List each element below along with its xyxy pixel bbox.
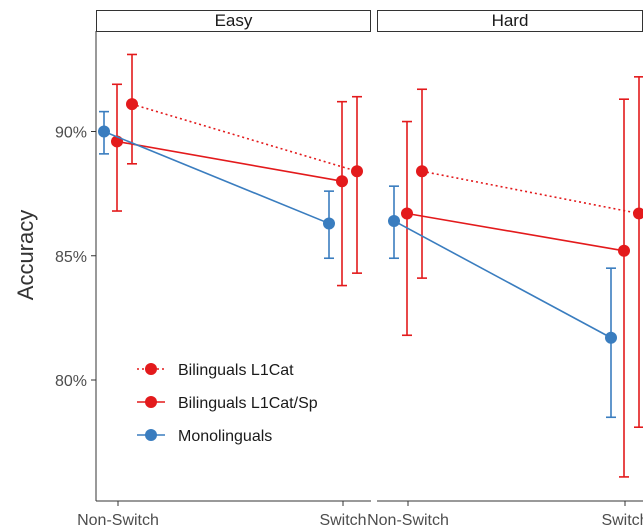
data-point <box>388 214 400 227</box>
x-tick-label: Switch <box>601 512 643 529</box>
legend: Bilinguals L1Cat Bilinguals L1Cat/Sp Monol… <box>137 362 318 445</box>
series-monolinguals <box>98 110 335 260</box>
data-point <box>633 207 643 220</box>
legend-label: Bilinguals L1Cat <box>178 362 294 379</box>
data-point <box>98 125 110 138</box>
legend-item: Monolinguals <box>137 428 272 445</box>
x-tick-label: Non-Switch <box>77 512 159 529</box>
data-point <box>605 331 617 344</box>
data-point <box>618 244 630 257</box>
panel-easy: Easy Non-Switch Switch <box>77 10 371 529</box>
data-point <box>416 165 428 178</box>
series-monolinguals <box>388 185 617 419</box>
data-point <box>126 98 138 111</box>
legend-item: Bilinguals L1Cat/Sp <box>137 395 318 412</box>
data-point <box>336 175 348 188</box>
y-axis-label: Accuracy <box>13 210 38 300</box>
panel-title: Hard <box>492 11 529 30</box>
data-point <box>351 165 363 178</box>
data-point <box>323 217 335 230</box>
y-axis: Accuracy <box>13 210 38 300</box>
data-point <box>401 207 413 220</box>
series-bilinguals-l1cat <box>416 76 643 429</box>
panel-strip <box>96 10 371 32</box>
legend-label: Bilinguals L1Cat/Sp <box>178 395 318 412</box>
y-tick-label: 90% <box>55 125 87 142</box>
series-bilinguals-l1cat <box>126 53 363 274</box>
series-bilinguals-l1cat-sp <box>111 83 348 287</box>
legend-label: Monolinguals <box>178 428 272 445</box>
y-axis-ticks: 80% 85% 90% <box>55 125 96 390</box>
legend-key-point <box>145 363 157 375</box>
y-tick-label: 80% <box>55 373 87 390</box>
series-line <box>131 103 358 173</box>
panel-title: Easy <box>215 11 253 30</box>
series-line <box>393 220 612 339</box>
panel-hard: Hard Non-Switch Switch <box>367 10 643 529</box>
series-line <box>421 170 640 215</box>
series-line <box>103 130 330 225</box>
series-bilinguals-l1cat-sp <box>401 98 630 478</box>
series-line <box>406 212 625 252</box>
x-tick-label: Non-Switch <box>367 512 449 529</box>
legend-item: Bilinguals L1Cat <box>137 362 294 379</box>
legend-key-point <box>145 429 157 441</box>
y-tick-label: 85% <box>55 249 87 266</box>
series-line <box>116 140 343 182</box>
x-tick-label: Switch <box>319 512 366 529</box>
legend-key-point <box>145 396 157 408</box>
